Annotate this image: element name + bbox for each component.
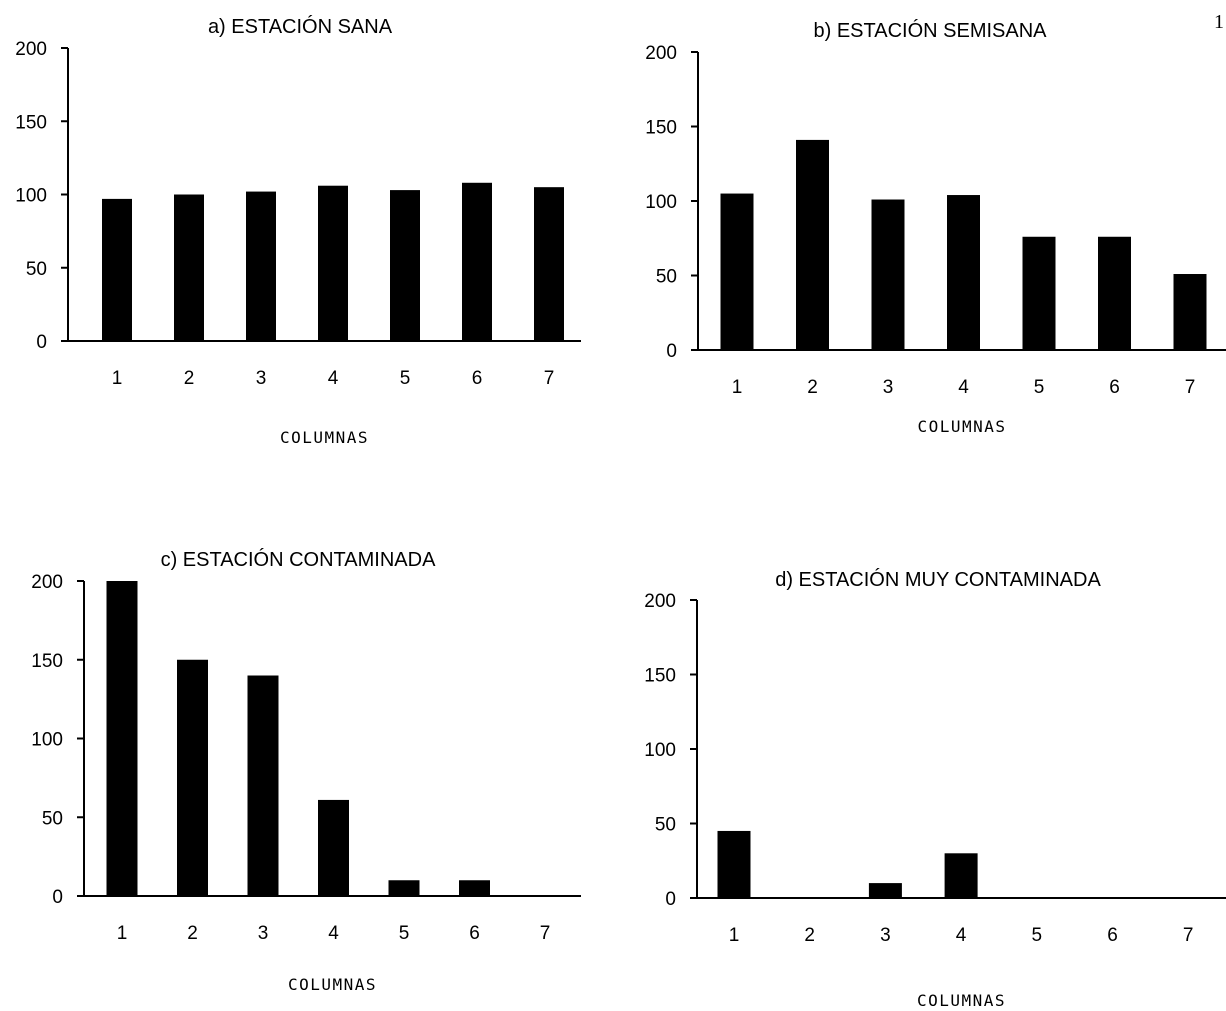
x-tick-label: 1 [732,377,743,398]
x-tick-label: 3 [256,368,267,389]
y-tick-label: 200 [644,591,676,612]
y-tick-label: 200 [645,43,677,64]
y-tick-label: 150 [31,651,63,672]
chart-title: d) ESTACIÓN MUY CONTAMINADA [775,568,1101,591]
bar-7 [1173,274,1207,350]
bar-4 [318,799,349,896]
bar-3 [868,883,902,898]
x-tick-label: 7 [544,368,555,389]
x-tick-label: 4 [328,923,339,944]
x-tick-label: 5 [400,368,411,389]
x-axis-label: COLUMNAS [280,428,369,447]
x-tick-label: 1 [729,925,740,946]
x-tick-label: 7 [540,923,551,944]
page-mark: 1 [1214,11,1224,33]
x-tick-label: 6 [1107,925,1118,946]
x-tick-label: 7 [1185,377,1196,398]
x-tick-label: 4 [956,925,967,946]
x-tick-label: 5 [1032,925,1043,946]
x-axis-label: COLUMNAS [917,417,1006,436]
x-tick-label: 6 [1109,377,1120,398]
chart-panel-2: b) ESTACIÓN SEMISANA 0 50 100 150 200 1 2 3 4 5 6 7 C… [645,19,1226,436]
y-tick-label: 200 [31,572,63,593]
chart-panel-1: a) ESTACIÓN SANA 0 50 100 150 200 1 2 3 4 5 6 7 COLUM… [15,15,581,447]
chart-panel-4: d) ESTACIÓN MUY CONTAMINADA 0 50 100 150 200 1… [644,568,1226,1010]
y-tick-label: 0 [666,341,677,362]
chart-panel-3: c) ESTACIÓN CONTAMINADA 0 50 100 150 200 1 2 3 4 5… [31,548,581,994]
bar-2 [796,139,829,350]
bar-1 [106,581,138,896]
y-tick-label: 100 [645,192,677,213]
bar-1 [717,830,751,898]
bar-4 [318,185,348,341]
x-tick-label: 1 [117,923,128,944]
bar-3 [871,199,905,350]
y-tick-label: 0 [52,887,63,908]
bar-5 [388,880,420,896]
y-tick-label: 0 [665,889,676,910]
x-tick-label: 3 [883,377,894,398]
bar-6 [462,182,492,341]
x-tick-label: 4 [328,368,339,389]
y-tick-label: 50 [655,815,676,836]
x-tick-label: 3 [258,923,269,944]
bar-4 [944,853,978,898]
bar-2 [174,194,204,341]
x-tick-label: 6 [469,923,480,944]
y-tick-label: 100 [15,186,47,207]
x-tick-label: 3 [880,925,891,946]
x-tick-label: 2 [804,925,815,946]
chart-title: b) ESTACIÓN SEMISANA [813,19,1047,42]
y-tick-label: 200 [15,39,47,60]
x-axis-label: COLUMNAS [288,975,377,994]
x-tick-label: 1 [112,368,123,389]
bar-3 [246,191,276,341]
bar-6 [459,880,490,896]
y-tick-label: 150 [645,118,677,139]
y-tick-label: 0 [36,332,47,353]
bar-1 [720,193,754,350]
y-tick-label: 100 [31,730,63,751]
x-tick-label: 2 [187,923,198,944]
bar-6 [1098,236,1131,350]
bar-1 [102,198,132,341]
y-tick-label: 150 [644,666,676,687]
bar-7 [534,187,564,341]
y-tick-label: 50 [656,267,677,288]
x-tick-label: 5 [399,923,410,944]
bar-5 [390,190,420,341]
y-tick-label: 50 [26,259,47,280]
x-tick-label: 2 [184,368,195,389]
x-tick-label: 6 [472,368,483,389]
x-tick-label: 4 [958,377,969,398]
bar-3 [247,675,279,896]
y-tick-label: 50 [42,808,63,829]
bar-4 [947,195,980,350]
bar-2 [177,659,208,896]
chart-title: c) ESTACIÓN CONTAMINADA [161,548,436,571]
bar-5 [1022,236,1056,350]
x-tick-label: 2 [807,377,818,398]
chart-title: a) ESTACIÓN SANA [208,15,393,38]
y-tick-label: 150 [15,112,47,133]
x-tick-label: 5 [1034,377,1045,398]
y-tick-label: 100 [644,740,676,761]
x-tick-label: 7 [1183,925,1194,946]
x-axis-label: COLUMNAS [917,991,1006,1010]
